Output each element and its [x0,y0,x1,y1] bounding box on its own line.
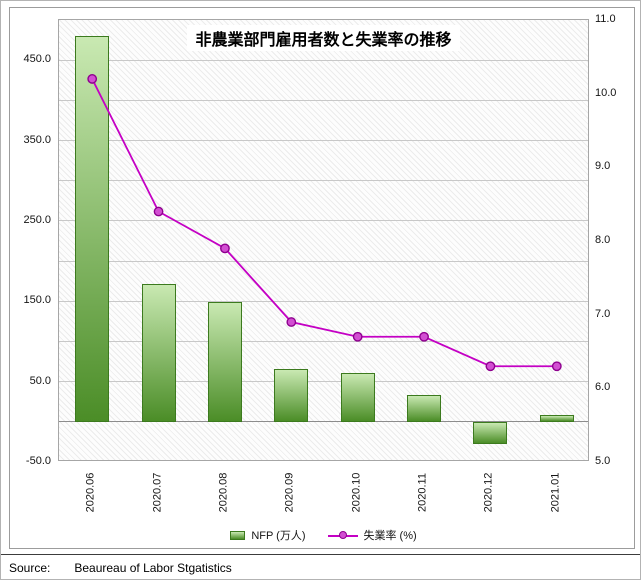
source-note: Source: Beaureau of Labor Stgatistics [9,561,232,575]
marker-2020.12 [485,361,496,372]
plot-area [58,19,589,461]
legend-item-unemployment: 失業率 (%) [327,527,417,543]
footer-divider [1,554,640,555]
bar-2020.08 [207,302,242,422]
legend: NFP (万人) 失業率 (%) [58,526,589,544]
marker-2020.10 [352,331,363,342]
gridline [59,99,588,101]
bar-2020.12 [473,421,508,445]
legend-item-nfp: NFP (万人) [230,527,306,543]
marker-2020.09 [286,317,297,327]
marker-2020.06 [87,74,98,84]
bar-2021.01 [539,415,574,422]
marker-2021.01 [551,361,562,372]
legend-line-marker [338,531,347,539]
bar-2020.07 [141,283,176,422]
legend-label-nfp: NFP (万人) [251,530,306,542]
gridline [59,260,588,262]
source-text: Beaureau of Labor Stgatistics [74,561,232,575]
gridline [59,220,588,222]
marker-2020.08 [220,243,230,254]
source-label: Source: [9,561,51,575]
bar-2020.09 [274,368,309,422]
legend-line-swatch-icon [327,531,358,540]
line-series-layer [87,74,562,372]
gridline [59,381,588,383]
gridline [59,180,588,182]
unemployment-line [91,78,557,368]
marker-2020.07 [153,206,164,217]
legend-label-unemployment: 失業率 (%) [363,530,417,542]
legend-bar-swatch-icon [230,530,246,540]
gridline [59,59,588,61]
gridline [59,300,588,302]
bar-2020.10 [340,372,375,422]
marker-2020.11 [419,331,429,342]
gridline [59,340,588,342]
zero-axis-line [59,421,588,423]
gridline [59,140,588,142]
bar-2020.11 [407,395,442,422]
